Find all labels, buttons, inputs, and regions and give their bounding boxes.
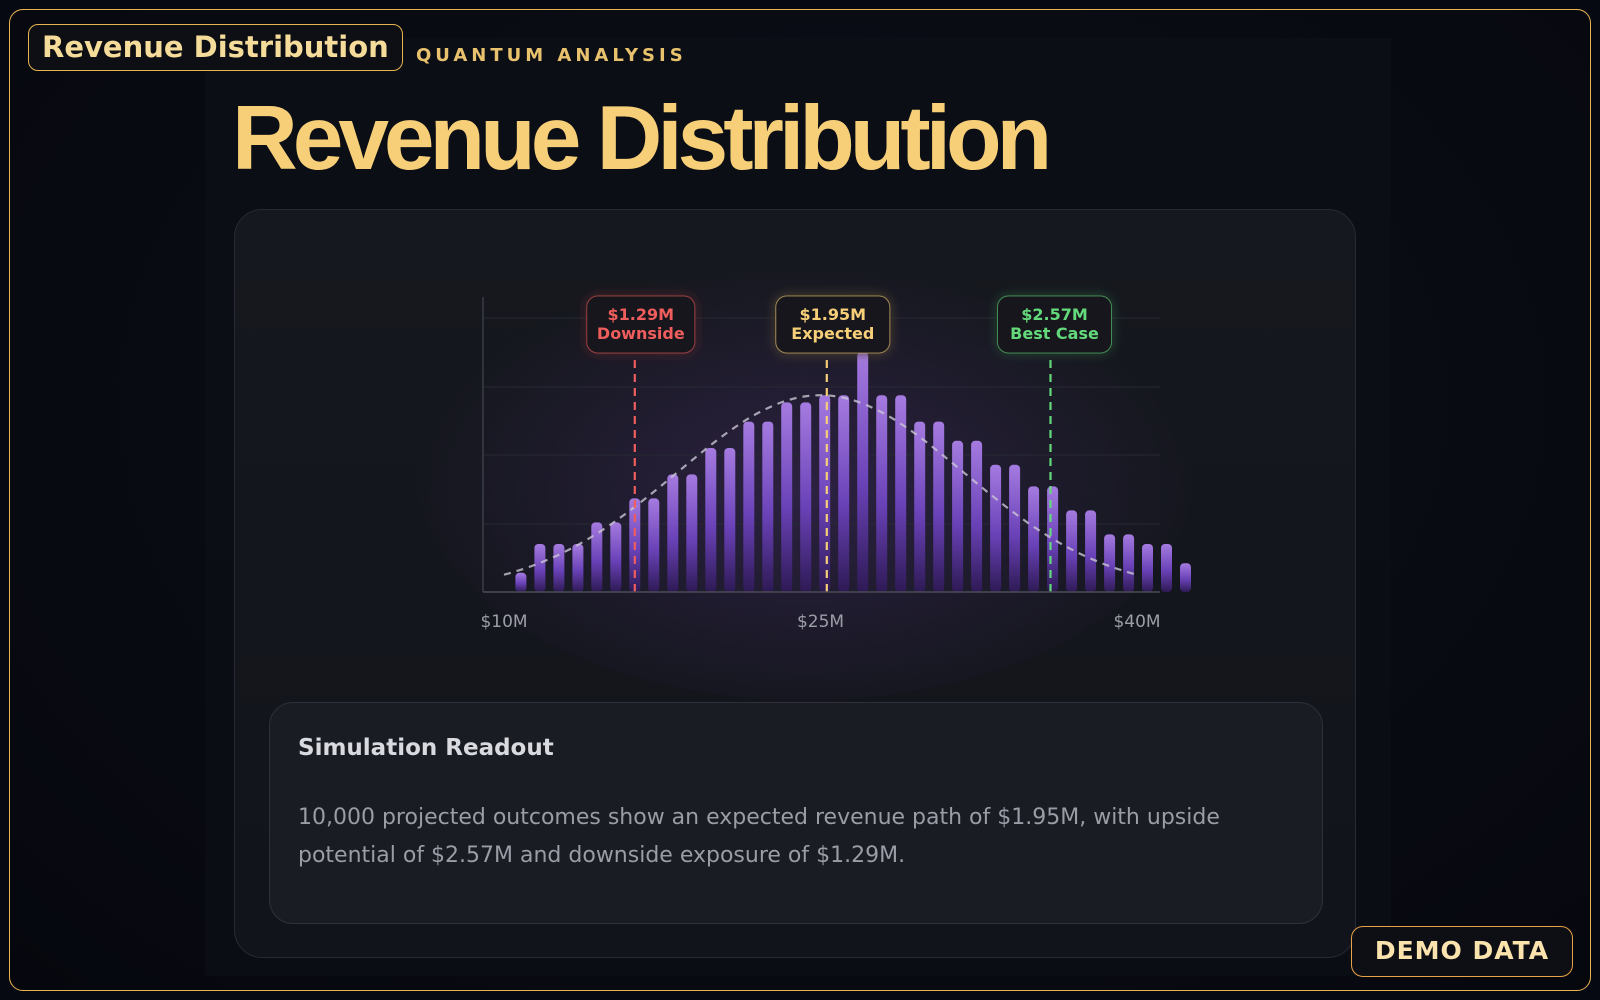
histogram-bar xyxy=(591,522,603,592)
histogram-bar xyxy=(857,352,869,592)
density-curve xyxy=(503,394,1138,576)
histogram-bar xyxy=(800,402,812,592)
histogram-bar xyxy=(1142,544,1153,592)
histogram-bar xyxy=(1047,486,1059,592)
readout-body: 10,000 projected outcomes show an expect… xyxy=(298,805,1220,868)
histogram-bar xyxy=(1161,544,1172,592)
header-badge: Revenue Distribution xyxy=(28,24,403,71)
histogram-bar xyxy=(1180,563,1191,592)
histogram-bar xyxy=(553,544,565,592)
histogram-bar xyxy=(1085,510,1097,592)
marker-label: Expected xyxy=(791,324,874,343)
readout-panel: Simulation Readout 10,000 projected outc… xyxy=(269,702,1323,924)
histogram-bar xyxy=(819,395,831,592)
histogram-bar xyxy=(952,440,964,592)
histogram-bar xyxy=(914,421,926,592)
histogram-bar xyxy=(1009,464,1021,592)
histogram-bar xyxy=(572,544,584,592)
eyebrow-label: QUANTUM ANALYSIS xyxy=(416,45,687,66)
histogram-bar xyxy=(876,395,888,592)
histogram-bar xyxy=(705,448,717,592)
histogram-bar xyxy=(648,498,660,592)
chart-axes: $10M $25M $40M xyxy=(480,297,1161,632)
histogram-bar xyxy=(686,474,698,592)
marker-tag xyxy=(586,295,696,354)
histogram-bar xyxy=(971,440,983,592)
x-tick-label: $40M xyxy=(1113,612,1160,632)
histogram-bar xyxy=(762,421,774,592)
marker-label: Best Case xyxy=(1010,324,1099,343)
histogram-bar xyxy=(838,395,850,592)
histogram-bar xyxy=(743,421,755,592)
histogram-bar xyxy=(781,402,793,592)
histogram-bars xyxy=(515,352,1191,592)
marker-value: $2.57M xyxy=(1021,305,1088,324)
histogram-bar xyxy=(990,464,1002,592)
marker-label: Downside xyxy=(597,324,685,343)
histogram-bar xyxy=(724,448,736,592)
histogram-bar xyxy=(933,421,945,592)
demo-data-badge: DEMO DATA xyxy=(1351,926,1573,977)
histogram-bar xyxy=(1066,510,1078,592)
histogram-bar xyxy=(667,474,679,592)
histogram-bar xyxy=(534,544,546,592)
x-tick-label: $10M xyxy=(480,612,527,632)
histogram-bar xyxy=(895,395,907,592)
marker-value: $1.29M xyxy=(608,305,675,324)
x-tick-label: $25M xyxy=(797,612,844,632)
histogram-bar xyxy=(610,522,622,592)
readout-title: Simulation Readout xyxy=(298,735,554,761)
histogram-bar xyxy=(1123,534,1135,592)
marker-tag xyxy=(775,295,891,354)
marker-value: $1.95M xyxy=(800,305,867,324)
histogram-bar xyxy=(1028,486,1040,592)
page-title: Revenue Distribution xyxy=(232,88,1052,189)
marker-tag xyxy=(997,295,1112,354)
histogram-bar xyxy=(515,572,527,592)
histogram-bar xyxy=(1104,534,1116,592)
